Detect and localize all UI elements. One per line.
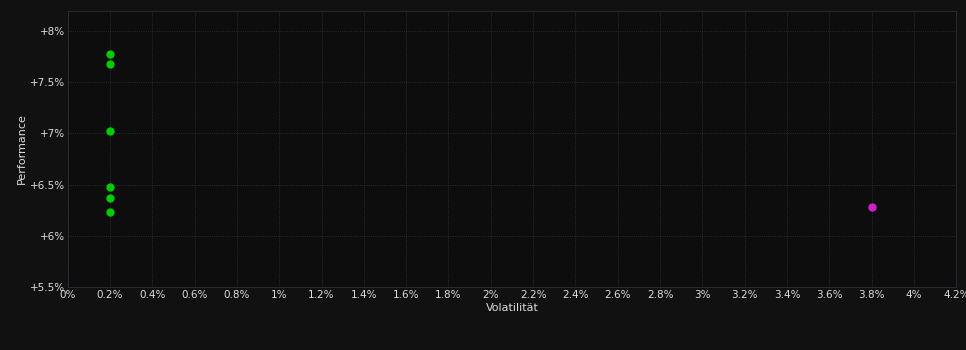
Y-axis label: Performance: Performance — [17, 113, 27, 184]
X-axis label: Volatilität: Volatilität — [486, 302, 538, 313]
